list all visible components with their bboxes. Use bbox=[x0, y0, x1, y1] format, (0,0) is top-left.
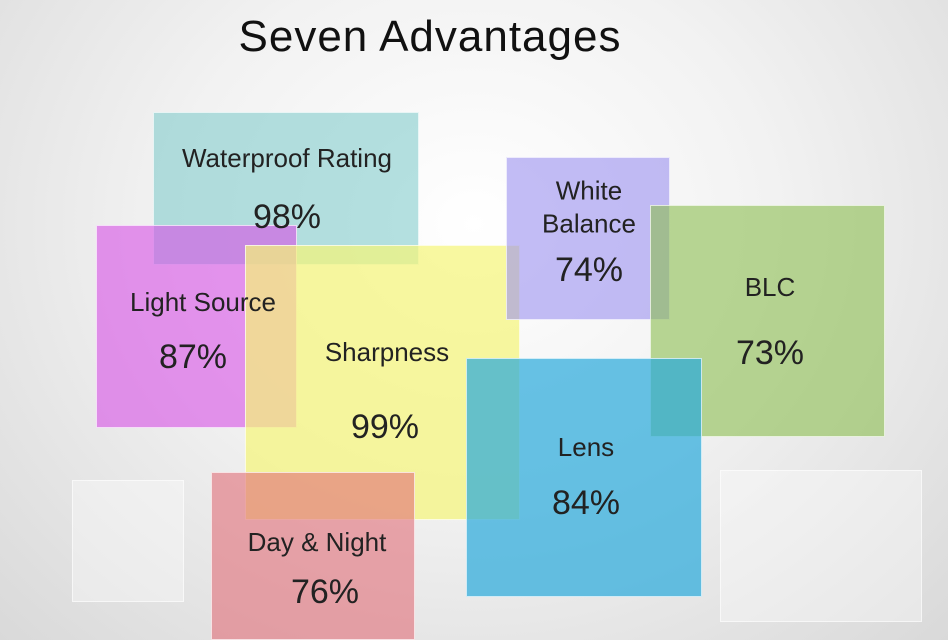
title: Seven Advantages bbox=[238, 12, 622, 61]
advantage-label: Sharpness bbox=[324, 336, 450, 367]
advantage-label: BLC bbox=[744, 271, 796, 302]
advantage-value: 99% bbox=[350, 407, 420, 446]
advantage-value: 84% bbox=[551, 483, 621, 522]
background-panel bbox=[720, 470, 922, 622]
advantage-value: 74% bbox=[554, 250, 624, 289]
advantage-label: Light Source bbox=[130, 286, 276, 317]
advantage-value: 73% bbox=[735, 333, 805, 372]
advantage-label: Lens bbox=[557, 431, 615, 462]
advantage-label: Waterproof Rating bbox=[181, 142, 393, 173]
advantage-box bbox=[506, 157, 670, 320]
advantage-value: 76% bbox=[290, 572, 360, 611]
background-panel bbox=[72, 480, 184, 602]
advantage-box bbox=[466, 358, 702, 597]
advantage-value: 87% bbox=[158, 337, 228, 376]
advantage-box bbox=[211, 472, 415, 640]
advantage-label: White Balance bbox=[542, 175, 636, 239]
advantage-value: 98% bbox=[252, 197, 322, 236]
advantage-label: Day & Night bbox=[247, 526, 387, 557]
